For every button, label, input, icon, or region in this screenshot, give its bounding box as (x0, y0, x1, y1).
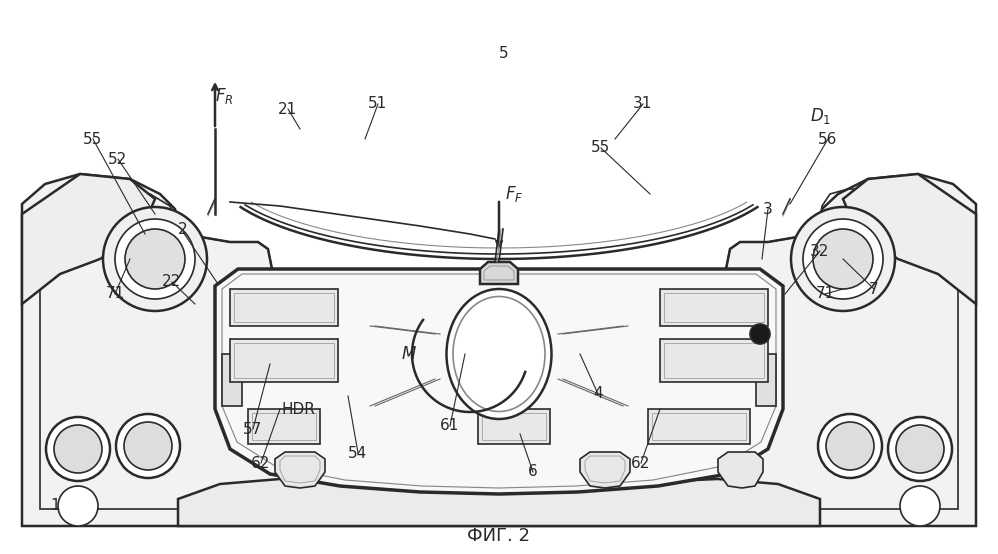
Text: 6: 6 (528, 464, 538, 480)
Text: 54: 54 (348, 445, 367, 460)
Polygon shape (480, 262, 518, 284)
Circle shape (818, 414, 882, 478)
Circle shape (58, 486, 98, 526)
Text: 71: 71 (815, 286, 834, 301)
Text: 31: 31 (634, 96, 653, 111)
Polygon shape (660, 339, 768, 382)
Circle shape (115, 219, 195, 299)
Polygon shape (275, 452, 325, 488)
Text: 1: 1 (50, 499, 60, 514)
Text: 62: 62 (632, 455, 651, 470)
Text: ФИГ. 2: ФИГ. 2 (467, 527, 531, 545)
Circle shape (803, 219, 883, 299)
Polygon shape (843, 174, 976, 304)
Text: 4: 4 (593, 387, 603, 402)
Polygon shape (215, 269, 783, 494)
Text: 61: 61 (440, 418, 460, 433)
Circle shape (813, 229, 873, 289)
Polygon shape (248, 409, 320, 444)
Polygon shape (718, 452, 763, 488)
Polygon shape (580, 452, 630, 488)
Circle shape (54, 425, 102, 473)
Polygon shape (648, 409, 750, 444)
Text: $F_F$: $F_F$ (505, 184, 523, 204)
Polygon shape (22, 174, 976, 526)
Text: 2: 2 (179, 223, 188, 238)
Text: 22: 22 (163, 274, 182, 290)
Text: 21: 21 (278, 101, 297, 116)
Text: 57: 57 (244, 422, 262, 437)
Circle shape (750, 324, 770, 344)
Text: 3: 3 (763, 202, 772, 217)
Text: 55: 55 (592, 141, 611, 156)
Circle shape (900, 486, 940, 526)
Polygon shape (22, 174, 155, 304)
Circle shape (125, 229, 185, 289)
Text: 71: 71 (106, 286, 125, 301)
Polygon shape (478, 409, 550, 444)
Circle shape (888, 417, 952, 481)
Circle shape (791, 207, 895, 311)
Circle shape (116, 414, 180, 478)
Polygon shape (230, 289, 338, 326)
Polygon shape (222, 354, 242, 406)
Circle shape (896, 425, 944, 473)
Polygon shape (660, 289, 768, 326)
Polygon shape (230, 339, 338, 382)
Text: 51: 51 (368, 96, 387, 111)
Ellipse shape (446, 289, 552, 419)
Text: 32: 32 (810, 244, 829, 259)
Text: M: M (402, 345, 416, 363)
Text: $D_1$: $D_1$ (810, 106, 831, 126)
Text: 56: 56 (818, 131, 837, 146)
Polygon shape (756, 354, 776, 406)
Circle shape (46, 417, 110, 481)
Text: $F_R$: $F_R$ (215, 86, 234, 106)
Text: 52: 52 (109, 151, 128, 167)
Text: 7: 7 (869, 281, 879, 296)
Text: HDR: HDR (281, 402, 315, 417)
Circle shape (103, 207, 207, 311)
Text: 5: 5 (499, 47, 509, 61)
Text: 55: 55 (84, 131, 103, 146)
Text: 62: 62 (251, 455, 270, 470)
Circle shape (124, 422, 172, 470)
Polygon shape (178, 479, 820, 526)
Circle shape (826, 422, 874, 470)
